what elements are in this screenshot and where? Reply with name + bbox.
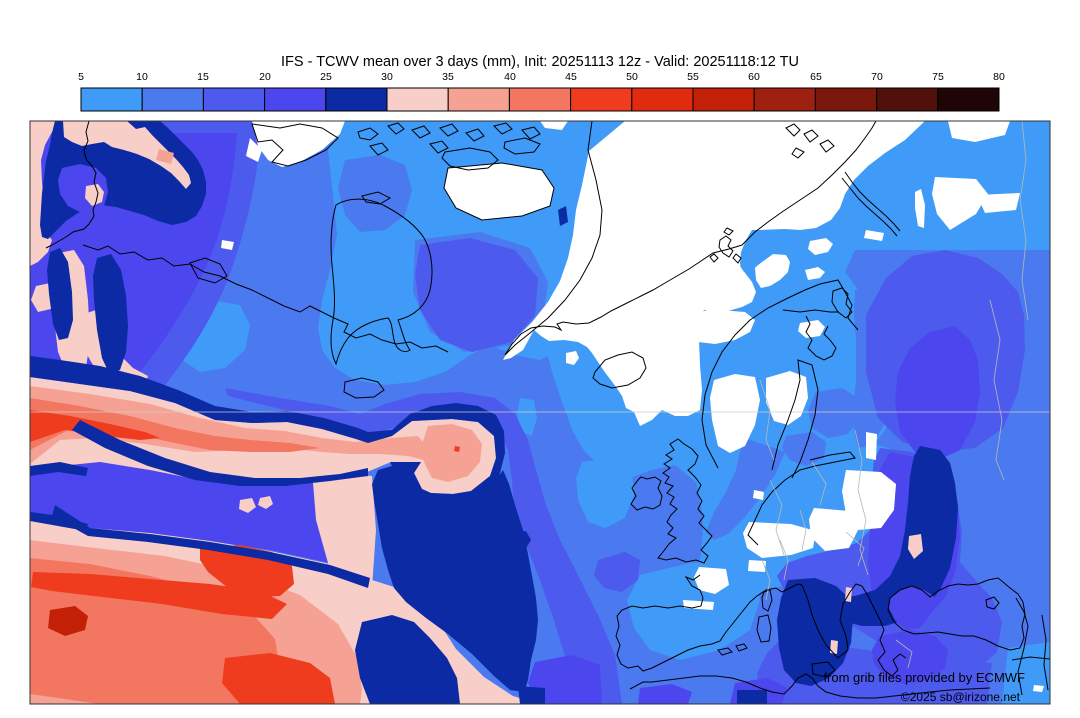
svg-text:from grib files provided by EC: from grib files provided by ECMWF (823, 670, 1025, 685)
svg-text:10: 10 (136, 71, 148, 83)
svg-text:60: 60 (748, 71, 760, 83)
svg-text:55: 55 (687, 71, 699, 83)
svg-text:50: 50 (626, 71, 638, 83)
svg-text:30: 30 (381, 71, 393, 83)
svg-text:40: 40 (504, 71, 516, 83)
svg-text:80: 80 (993, 71, 1005, 83)
svg-text:20: 20 (259, 71, 271, 83)
svg-text:©2025 sb@irizone.net: ©2025 sb@irizone.net (901, 690, 1021, 704)
svg-text:5: 5 (78, 71, 84, 83)
svg-text:25: 25 (320, 71, 332, 83)
svg-text:15: 15 (197, 71, 209, 83)
svg-text:IFS - TCWV mean over 3 days (m: IFS - TCWV mean over 3 days (mm), Init: … (281, 54, 799, 70)
svg-text:35: 35 (442, 71, 454, 83)
svg-text:45: 45 (565, 71, 577, 83)
svg-text:70: 70 (871, 71, 883, 83)
svg-text:65: 65 (810, 71, 822, 83)
svg-text:75: 75 (932, 71, 944, 83)
